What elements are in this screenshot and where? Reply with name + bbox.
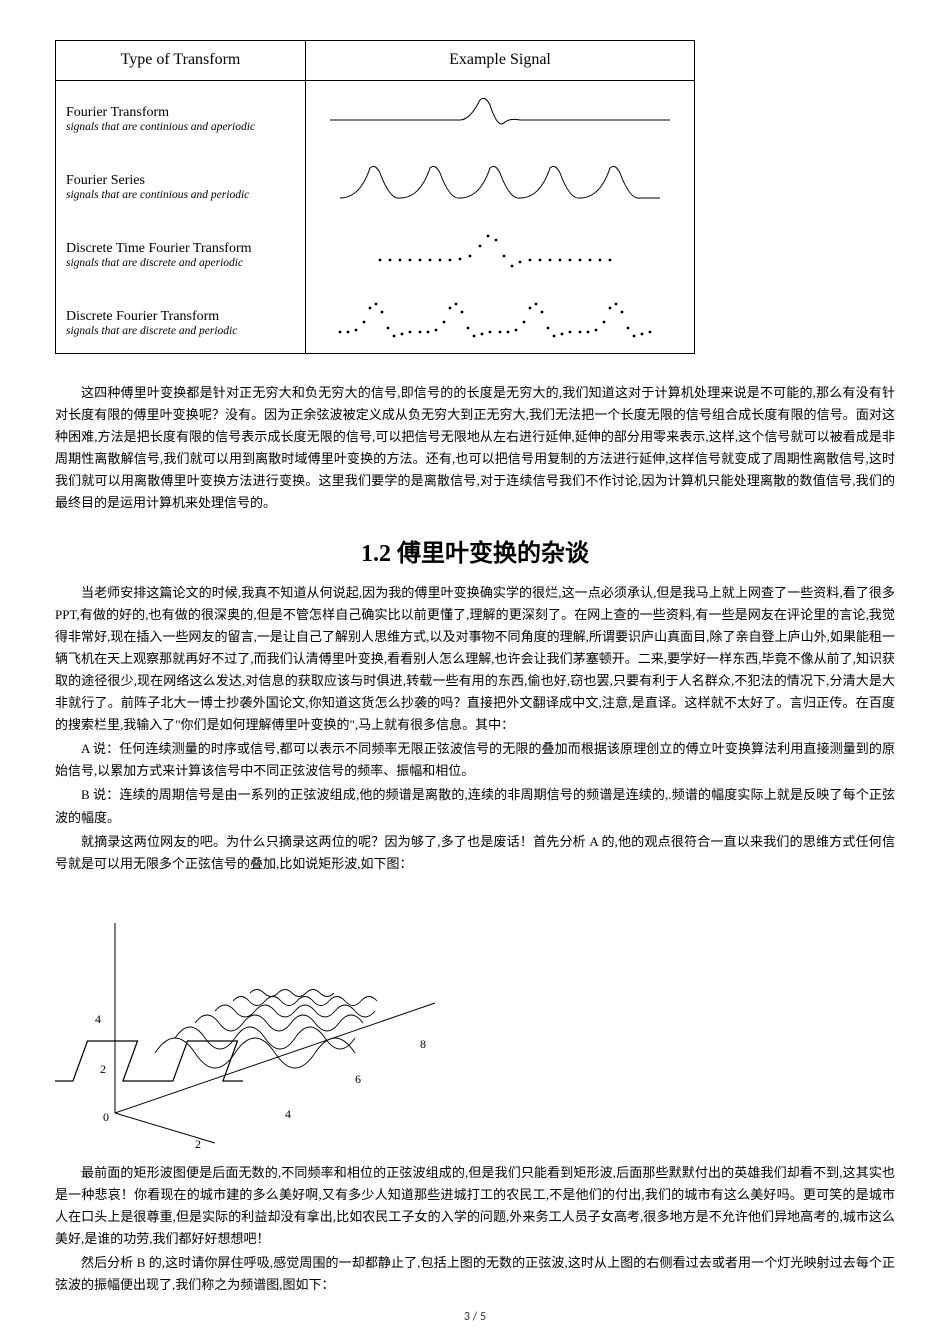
axis-label-x-mid: 6	[355, 1072, 361, 1086]
signal-continuous-aperiodic-icon	[306, 81, 694, 149]
transform-type-subtitle: signals that are discrete and periodic	[66, 325, 295, 337]
signal-discrete-periodic-icon	[306, 285, 694, 353]
transform-type-subtitle: signals that are discrete and aperiodic	[66, 257, 295, 269]
body-paragraph: 最前面的矩形波图便是后面无数的,不同频率和相位的正弦波组成的,但是我们只能看到矩…	[55, 1162, 895, 1250]
table-header-right: Example Signal	[306, 41, 694, 81]
intro-paragraph: 这四种傅里叶变换都是针对正无穷大和负无穷大的信号,即信号的的长度是无穷大的,我们…	[55, 382, 895, 515]
table-row: Discrete Time Fourier Transform signals …	[56, 217, 305, 285]
axis-label-y-top: 4	[95, 1012, 101, 1026]
quote-b-paragraph: B 说：连续的周期信号是由一系列的正弦波组成,他的频谱是离散的,连续的非周期信号…	[55, 784, 895, 828]
transform-type-subtitle: signals that are continious and aperiodi…	[66, 121, 295, 133]
table-left-column: Type of Transform Fourier Transform sign…	[56, 41, 306, 353]
transform-type-title: Fourier Transform	[66, 105, 295, 121]
transform-type-title: Discrete Fourier Transform	[66, 309, 295, 325]
table-right-column: Example Signal	[306, 41, 694, 353]
body-paragraph: 就摘录这两位网友的吧。为什么只摘录这两位的呢？因为够了,多了也是废话！首先分析 …	[55, 831, 895, 875]
axis-label-y-bot: 0	[103, 1110, 109, 1124]
table-row: Fourier Transform signals that are conti…	[56, 81, 305, 149]
quote-a-paragraph: A 说：任何连续测量的时序或信号,都可以表示不同频率无限正弦波信号的无限的叠加而…	[55, 738, 895, 782]
body-paragraph: 当老师安排这篇论文的时候,我真不知道从何说起,因为我的傅里叶变换确实学的很烂,这…	[55, 582, 895, 737]
transform-type-title: Discrete Time Fourier Transform	[66, 241, 295, 257]
transform-type-title: Fourier Series	[66, 173, 295, 189]
section-title: 1.2 傅里叶变换的杂谈	[55, 533, 895, 568]
transform-types-table: Type of Transform Fourier Transform sign…	[55, 40, 695, 354]
axis-label-x-far: 8	[420, 1037, 426, 1051]
signal-discrete-aperiodic-icon	[306, 217, 694, 285]
transform-type-subtitle: signals that are continious and periodic	[66, 189, 295, 201]
body-paragraph: 然后分析 B 的,这时请你屏住呼吸,感觉周围的一却都静止了,包括上图的无数的正弦…	[55, 1252, 895, 1296]
axis-label-x-near: 4	[285, 1107, 291, 1121]
axis-label-x-origin: 2	[195, 1137, 201, 1151]
table-row: Discrete Fourier Transform signals that …	[56, 285, 305, 353]
page-number: 3 / 5	[0, 1310, 950, 1324]
table-header-left: Type of Transform	[56, 41, 305, 81]
signal-continuous-periodic-icon	[306, 149, 694, 217]
axis-label-y-mid: 2	[100, 1062, 106, 1076]
sine-decomposition-figure: 4 2 0 2 4 6 8	[55, 883, 475, 1158]
table-row: Fourier Series signals that are continio…	[56, 149, 305, 217]
